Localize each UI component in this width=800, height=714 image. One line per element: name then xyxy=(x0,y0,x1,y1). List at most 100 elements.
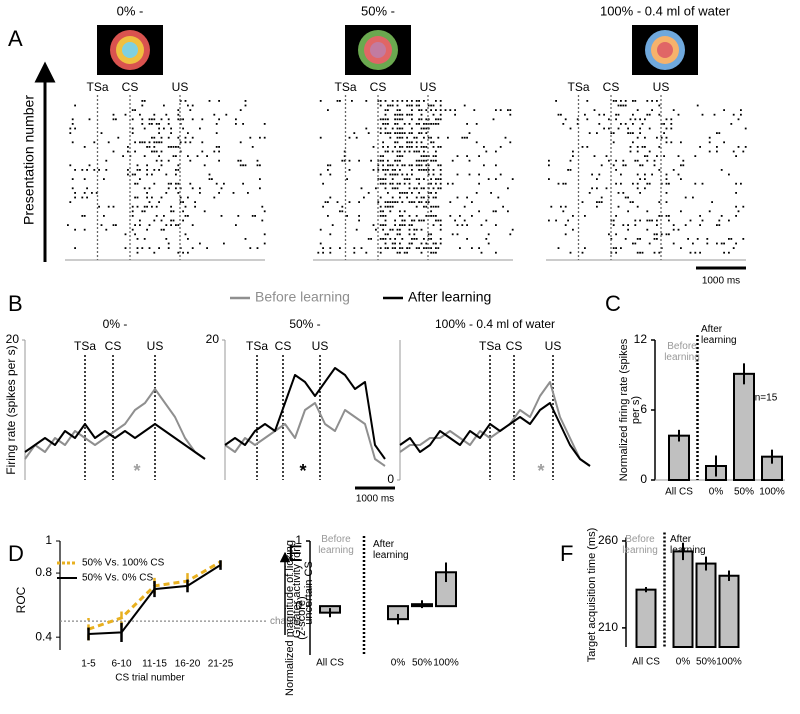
raster-dot xyxy=(153,118,156,121)
raster-dot xyxy=(430,141,432,144)
raster-dot xyxy=(437,178,440,180)
raster-dot xyxy=(610,132,613,134)
raster-dot xyxy=(160,118,163,121)
raster-dot xyxy=(67,224,69,226)
raster-dot xyxy=(399,233,401,236)
raster-dot xyxy=(408,113,411,116)
raster-dot xyxy=(588,132,591,134)
raster-dot xyxy=(103,178,105,180)
raster-dot xyxy=(509,141,512,144)
raster-dot xyxy=(237,159,240,162)
raster-dot xyxy=(146,205,148,208)
raster-dot xyxy=(564,182,567,185)
raster-dot xyxy=(148,224,151,226)
raster-dot xyxy=(701,182,704,185)
raster-dot xyxy=(179,187,182,190)
trace xyxy=(24,388,206,460)
raster-dot xyxy=(71,141,74,144)
raster-dot xyxy=(427,201,430,203)
raster-dot xyxy=(624,238,627,240)
raster-dot xyxy=(718,219,721,222)
raster-dot xyxy=(136,247,139,249)
raster-dot xyxy=(432,242,435,245)
raster-dot xyxy=(615,247,617,249)
raster-dot xyxy=(408,104,411,107)
raster-dot xyxy=(105,228,108,231)
raster-dot xyxy=(167,136,170,139)
raster-dot xyxy=(612,224,615,226)
raster-dot xyxy=(651,109,653,111)
asterisk: * xyxy=(537,461,544,481)
raster-dot xyxy=(379,182,382,185)
raster-dot xyxy=(81,215,84,217)
raster-dot xyxy=(69,127,72,130)
raster-dot xyxy=(456,173,459,176)
raster-dot xyxy=(182,251,184,254)
raster-dot xyxy=(127,146,129,148)
raster-dot xyxy=(435,118,437,121)
raster-dot xyxy=(670,141,673,144)
raster-dot xyxy=(131,118,134,121)
raster-dot xyxy=(324,201,327,203)
raster-dot xyxy=(670,127,673,130)
raster-dot xyxy=(581,201,584,203)
raster-dot xyxy=(408,247,411,249)
raster-dot xyxy=(612,132,615,134)
raster-dot xyxy=(396,127,399,130)
raster-dot xyxy=(406,141,408,144)
raster-dot xyxy=(218,118,220,121)
raster-dot xyxy=(206,155,208,157)
raster-dot xyxy=(454,109,456,111)
stimulus-ring xyxy=(657,42,673,58)
raster-dot xyxy=(684,224,687,226)
raster-dot xyxy=(189,182,192,185)
raster-dot xyxy=(189,141,192,144)
raster-dot xyxy=(201,141,204,144)
raster-dot xyxy=(351,100,353,102)
raster-dot xyxy=(218,159,220,162)
raster-dot xyxy=(136,169,139,171)
y-axis-label: Target acquisition time (ms) xyxy=(586,527,598,663)
raster-dot xyxy=(399,146,401,148)
raster-dot xyxy=(223,182,225,185)
raster-dot xyxy=(146,173,148,176)
raster-dot xyxy=(239,109,242,111)
raster-dot xyxy=(399,127,401,130)
raster-dot xyxy=(485,219,488,222)
raster-dot xyxy=(348,136,351,139)
raster-dot xyxy=(242,123,244,125)
raster-dot xyxy=(403,192,406,194)
raster-dot xyxy=(411,242,413,245)
raster-dot xyxy=(620,182,622,185)
raster-dot xyxy=(415,196,418,199)
raster-dot xyxy=(141,100,144,102)
raster-dot xyxy=(567,169,569,171)
raster-dot xyxy=(411,219,413,222)
raster-dot xyxy=(680,164,682,167)
raster-dot xyxy=(656,238,658,240)
raster-dot xyxy=(598,123,601,125)
raster-dot xyxy=(639,118,641,121)
raster-dot xyxy=(740,182,742,185)
raster-dot xyxy=(247,192,249,194)
raster-dot xyxy=(596,178,598,180)
raster-dot xyxy=(322,251,324,254)
raster-dot xyxy=(511,178,514,180)
raster-dot xyxy=(612,141,615,144)
raster-dot xyxy=(391,127,394,130)
raster-dot xyxy=(411,100,413,102)
raster-dot xyxy=(660,215,663,217)
raster-dot xyxy=(427,187,430,190)
raster-dot xyxy=(483,146,485,148)
raster-dot xyxy=(213,150,216,153)
raster-dot xyxy=(215,182,218,185)
raster-dot xyxy=(411,169,413,171)
raster-dot xyxy=(365,127,368,130)
raster-dot xyxy=(415,150,418,153)
raster-dot xyxy=(651,173,653,176)
x-tick-label: 1-5 xyxy=(81,659,96,670)
raster-dot xyxy=(663,123,665,125)
raster-dot xyxy=(394,118,396,121)
raster-dot xyxy=(557,182,560,185)
raster-dot xyxy=(499,146,502,148)
